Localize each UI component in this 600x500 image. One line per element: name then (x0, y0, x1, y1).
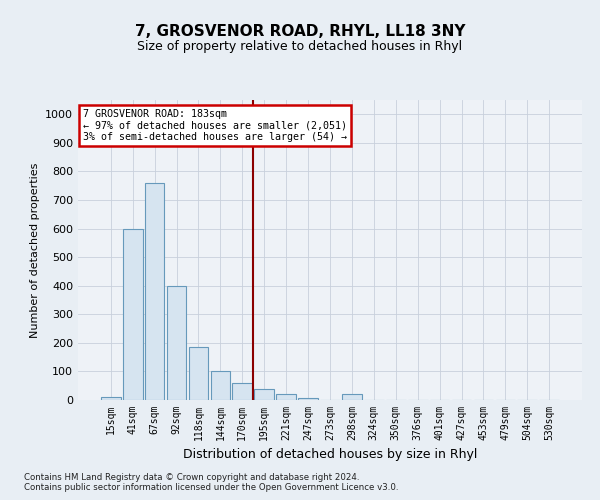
Bar (232, 383, 252, 400)
Bar (145, 183, 164, 400)
Bar (276, 394, 296, 400)
Bar (167, 286, 187, 400)
Text: 7, GROSVENOR ROAD, RHYL, LL18 3NY: 7, GROSVENOR ROAD, RHYL, LL18 3NY (135, 24, 465, 39)
Text: Contains public sector information licensed under the Open Government Licence v3: Contains public sector information licen… (24, 484, 398, 492)
Bar (342, 394, 362, 400)
Bar (188, 347, 208, 400)
Bar (101, 397, 121, 400)
Text: 7 GROSVENOR ROAD: 183sqm
← 97% of detached houses are smaller (2,051)
3% of semi: 7 GROSVENOR ROAD: 183sqm ← 97% of detach… (83, 109, 347, 142)
Y-axis label: Number of detached properties: Number of detached properties (29, 162, 40, 338)
Bar (123, 228, 143, 400)
Text: Contains HM Land Registry data © Crown copyright and database right 2024.: Contains HM Land Registry data © Crown c… (24, 472, 359, 482)
Bar (254, 388, 274, 400)
X-axis label: Distribution of detached houses by size in Rhyl: Distribution of detached houses by size … (183, 448, 477, 462)
Bar (211, 372, 230, 400)
Bar (298, 398, 318, 400)
Text: Size of property relative to detached houses in Rhyl: Size of property relative to detached ho… (137, 40, 463, 53)
